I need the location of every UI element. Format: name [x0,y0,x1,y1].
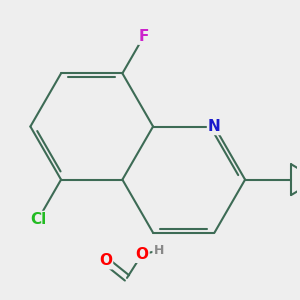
Text: H: H [153,244,164,257]
Text: O: O [99,253,112,268]
Text: F: F [139,29,149,44]
Text: N: N [208,119,221,134]
Text: Cl: Cl [30,212,46,227]
Text: O: O [136,247,148,262]
